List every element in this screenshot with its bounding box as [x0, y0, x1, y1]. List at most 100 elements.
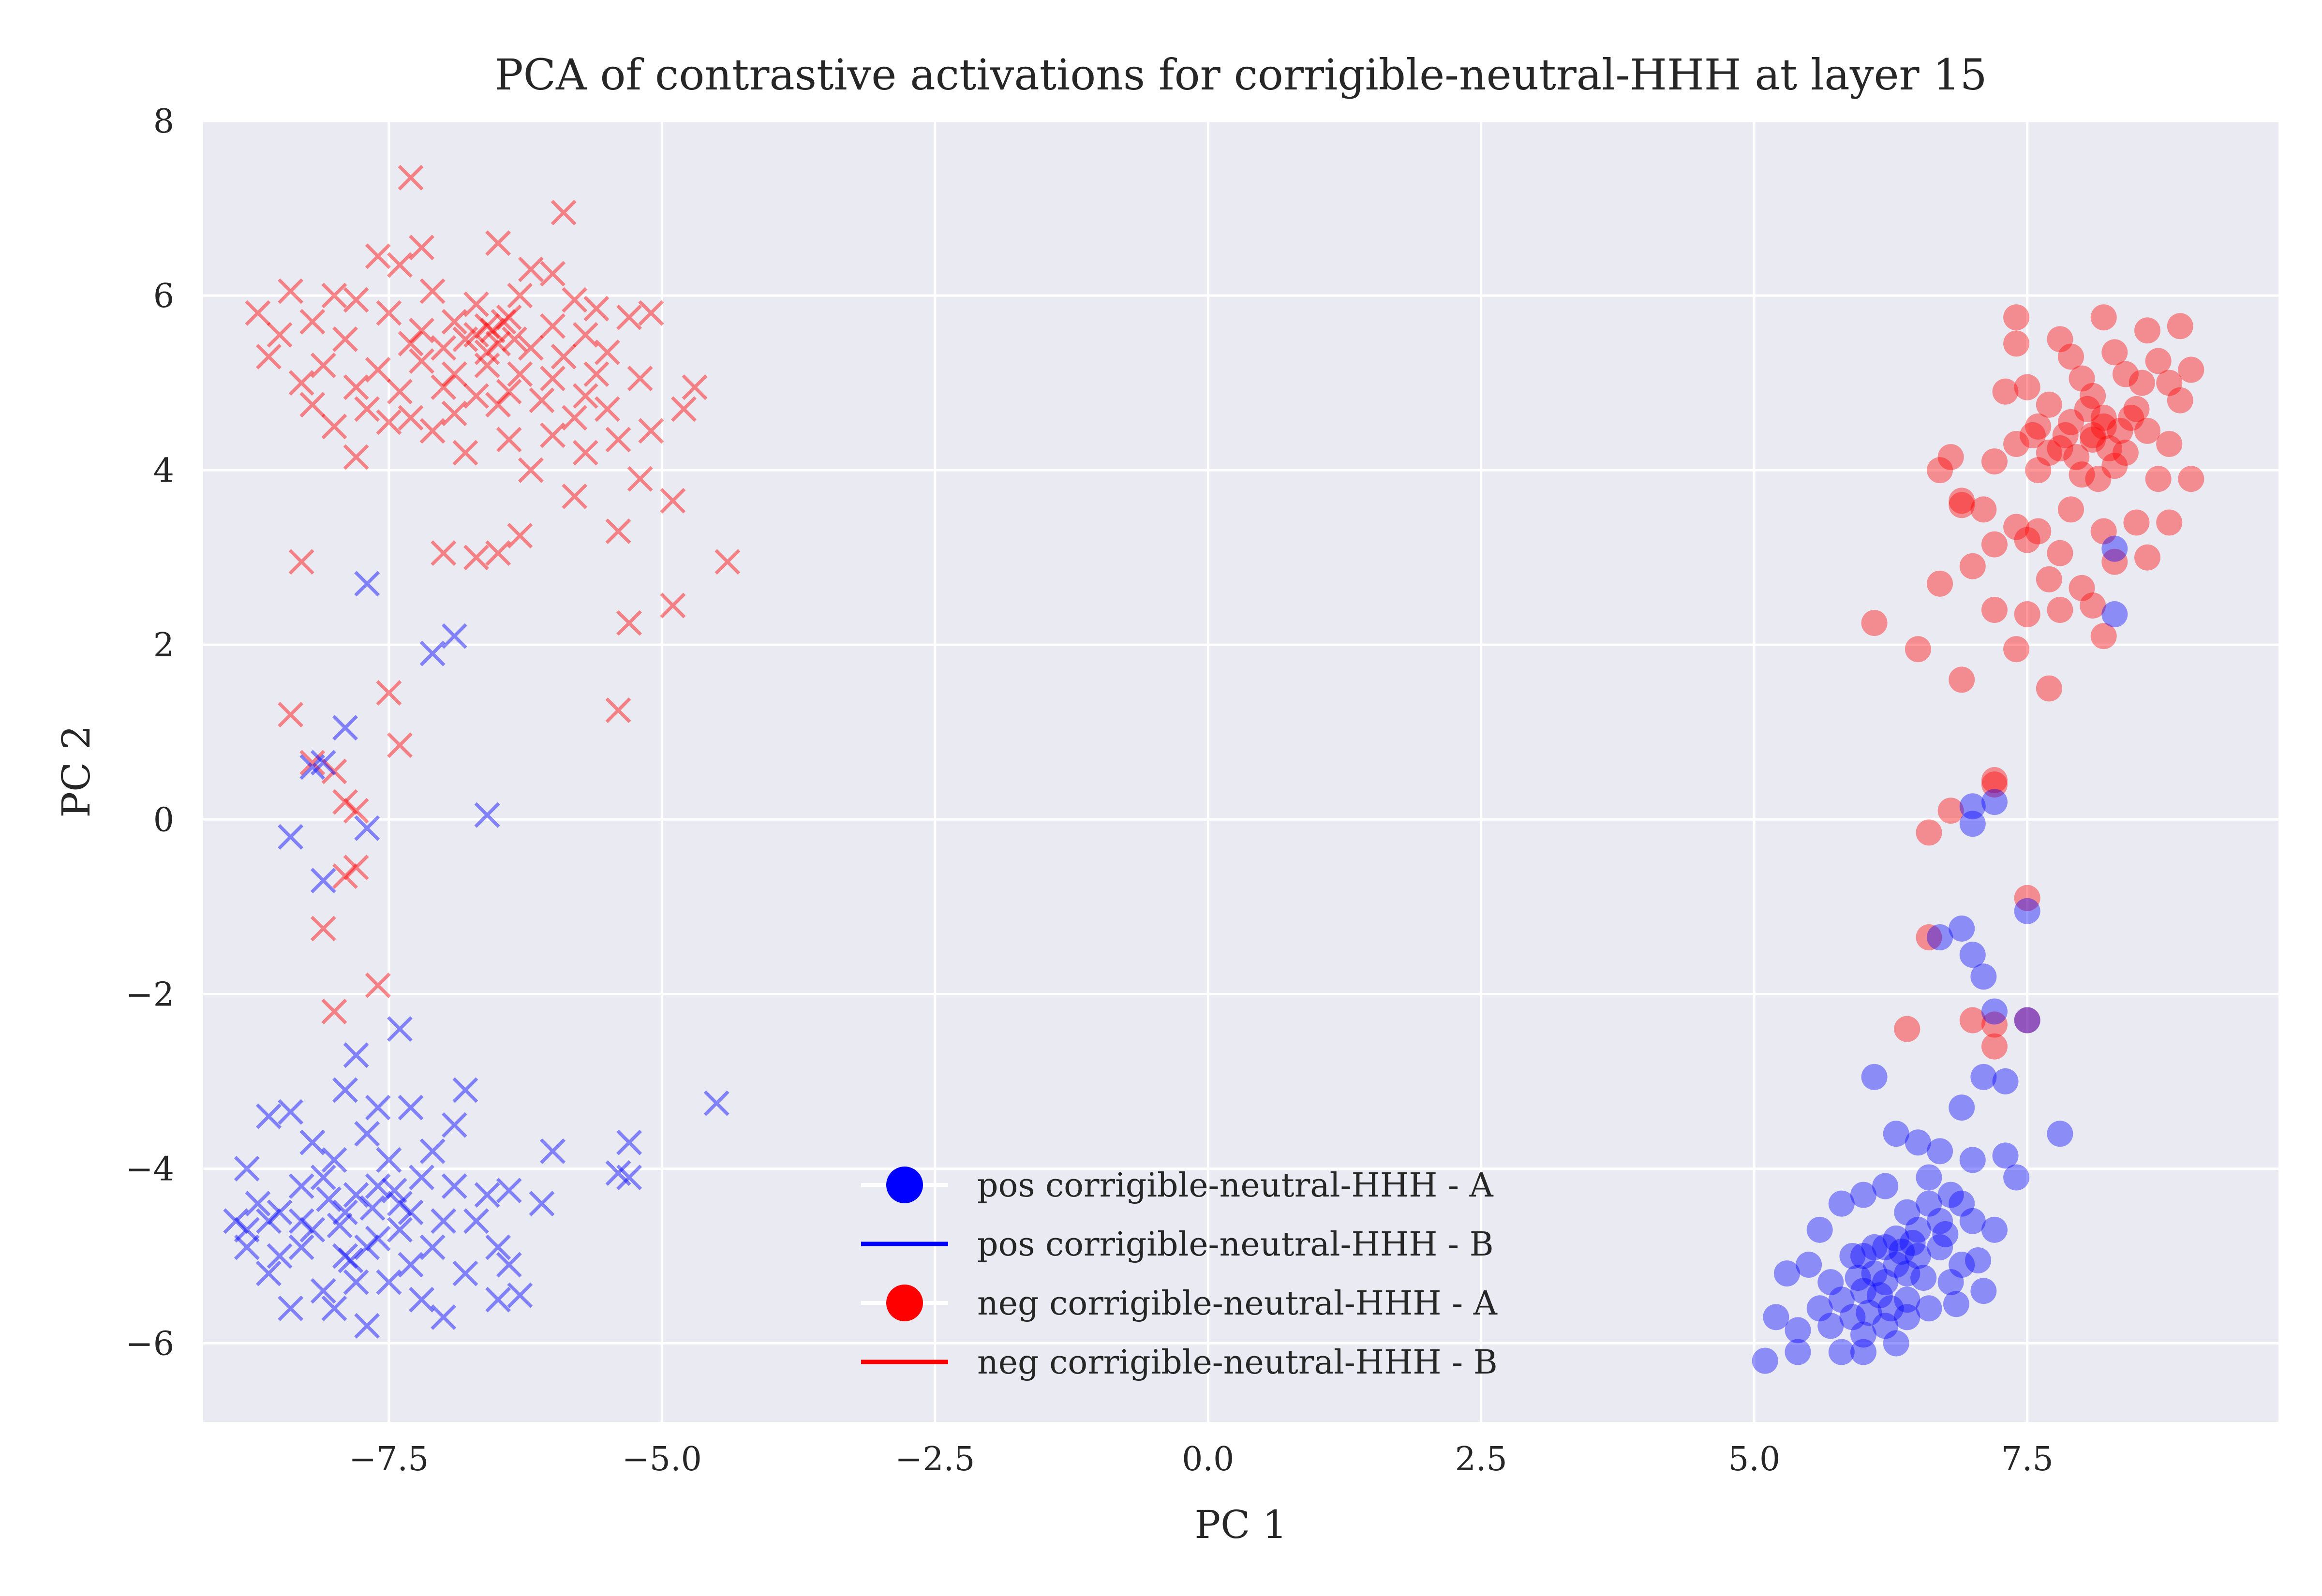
- data-point-circle: [2014, 1007, 2040, 1034]
- data-point-x: [338, 1247, 364, 1273]
- data-point-circle: [1785, 1317, 1811, 1344]
- data-point-x: [376, 300, 402, 326]
- data-point-x: [562, 483, 588, 509]
- data-point-circle: [1872, 1173, 1899, 1199]
- data-point-x: [278, 1295, 304, 1321]
- data-point-x: [354, 1121, 380, 1147]
- data-point-circle: [1959, 553, 1986, 579]
- data-point-circle: [2156, 369, 2183, 396]
- data-point-x: [267, 1199, 293, 1226]
- data-point-x: [310, 353, 336, 378]
- data-point-x: [540, 366, 566, 392]
- data-point-circle: [1850, 1278, 1876, 1304]
- data-point-circle: [1927, 924, 1953, 951]
- data-point-circle: [1883, 1121, 1909, 1147]
- data-point-x: [310, 1165, 336, 1190]
- data-point-circle: [1861, 610, 1888, 636]
- data-point-circle: [1970, 963, 1997, 990]
- data-point-x: [452, 326, 478, 352]
- data-point-circle: [2074, 396, 2100, 422]
- data-point-circle: [1927, 1234, 1953, 1260]
- data-point-x: [605, 697, 631, 724]
- data-point-x: [496, 1252, 522, 1278]
- data-point-circle: [2003, 636, 2030, 663]
- data-point-circle: [2178, 466, 2204, 492]
- data-point-x: [431, 1304, 457, 1330]
- data-point-x: [365, 1226, 391, 1252]
- data-point-x: [431, 374, 457, 400]
- data-point-circle: [1981, 789, 2008, 815]
- data-point-circle: [2101, 601, 2128, 628]
- x-tick-label: 2.5: [1455, 1440, 1507, 1478]
- data-point-circle: [2080, 592, 2106, 619]
- data-point-circle: [1943, 1291, 1969, 1317]
- data-point-circle: [1981, 531, 2008, 558]
- data-point-x: [518, 256, 544, 282]
- data-point-circle: [2036, 566, 2062, 592]
- data-point-circle: [1916, 1164, 1942, 1191]
- data-point-circle: [1927, 1208, 1953, 1234]
- data-point-circle: [1806, 1216, 1833, 1243]
- data-point-x: [288, 1234, 314, 1260]
- data-point-circle: [1927, 570, 1953, 597]
- data-point-x: [343, 1042, 369, 1068]
- data-point-x: [376, 1269, 402, 1295]
- data-point-circle: [1916, 1295, 1942, 1322]
- data-point-circle: [2047, 597, 2073, 623]
- data-point-x: [419, 1234, 446, 1260]
- data-point-circle: [1828, 1339, 1855, 1365]
- data-point-circle: [1845, 1265, 1871, 1291]
- data-point-x: [419, 278, 446, 304]
- data-point-x: [310, 916, 336, 942]
- data-point-circle: [1927, 1138, 1953, 1165]
- x-tick-label: 7.5: [2001, 1440, 2054, 1478]
- data-point-circle: [2134, 544, 2161, 571]
- data-point-circle: [1752, 1347, 1778, 1374]
- data-point-x: [299, 309, 326, 335]
- data-point-circle: [2167, 387, 2193, 414]
- data-point-circle: [1981, 771, 2008, 798]
- data-point-x: [594, 396, 620, 422]
- data-point-x: [387, 252, 413, 278]
- data-point-x: [365, 243, 391, 269]
- legend-marker: [886, 1285, 923, 1321]
- data-point-x: [354, 1234, 380, 1260]
- data-point-x: [562, 287, 588, 313]
- data-point-circle: [1894, 1016, 1920, 1042]
- data-point-circle: [1932, 1221, 1959, 1247]
- data-point-x: [299, 754, 326, 780]
- data-point-x: [474, 313, 500, 339]
- legend-label: neg corrigible-neutral-HHH - A: [977, 1285, 1498, 1323]
- data-point-x: [354, 571, 380, 597]
- data-point-x: [278, 1099, 304, 1125]
- data-point-x: [288, 370, 314, 396]
- data-point-x: [332, 1243, 358, 1269]
- data-point-circle: [2080, 422, 2106, 448]
- data-point-x: [354, 815, 380, 841]
- data-point-x: [572, 322, 598, 348]
- data-point-x: [485, 392, 511, 418]
- data-point-circle: [2118, 404, 2144, 431]
- data-point-x: [310, 750, 336, 776]
- data-point-circle: [1839, 1242, 1866, 1269]
- data-point-circle: [2123, 396, 2150, 422]
- data-point-circle: [1981, 1011, 2008, 1038]
- data-point-x: [278, 278, 304, 304]
- data-point-circle: [1883, 1252, 1909, 1278]
- data-point-x: [507, 361, 533, 387]
- x-tick-label: 0.0: [1182, 1440, 1234, 1478]
- data-point-x: [321, 999, 347, 1024]
- data-point-circle: [2014, 601, 2040, 628]
- data-point-x: [485, 1234, 511, 1260]
- data-point-circle: [2069, 461, 2095, 488]
- data-point-x: [278, 702, 304, 728]
- data-point-x: [365, 1094, 391, 1121]
- data-point-circle: [1828, 1190, 1855, 1217]
- data-point-circle: [2090, 623, 2117, 650]
- data-point-x: [419, 640, 446, 666]
- data-point-x: [409, 317, 435, 343]
- data-point-x: [387, 379, 413, 405]
- data-point-x: [387, 732, 413, 758]
- data-point-x: [343, 374, 369, 400]
- data-point-circle: [1916, 819, 1942, 846]
